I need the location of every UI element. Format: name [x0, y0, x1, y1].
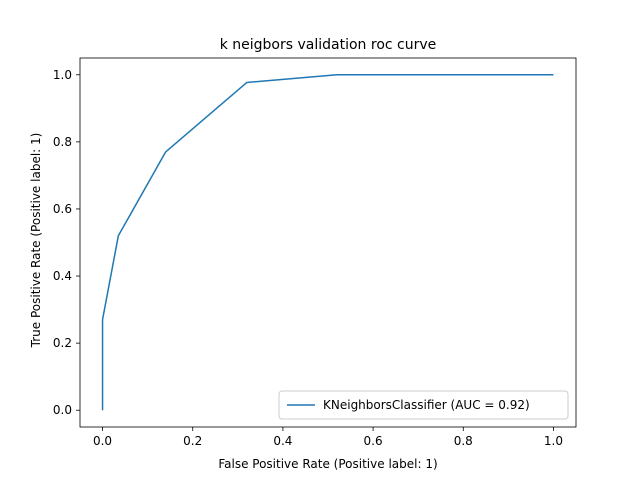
legend: KNeighborsClassifier (AUC = 0.92): [278, 390, 569, 420]
y-tick-label: 1.0: [53, 68, 72, 82]
y-tick-label: 0.8: [53, 135, 72, 149]
axes-frame: [79, 57, 577, 428]
series-line-0: [101, 74, 554, 411]
y-tick-label: 0.2: [53, 336, 72, 350]
y-tick-label: 0.6: [53, 202, 72, 216]
y-tick-label: 0.0: [53, 403, 72, 417]
x-tick-label: 0.8: [454, 434, 473, 448]
y-tick-label: 0.4: [53, 269, 72, 283]
x-tick-label: 0.6: [364, 434, 383, 448]
legend-label: KNeighborsClassifier (AUC = 0.92): [323, 398, 530, 412]
y-axis-label: True Positive Rate (Positive label: 1): [29, 133, 43, 349]
x-tick-label: 1.0: [544, 434, 563, 448]
x-tick-label: 0.4: [273, 434, 292, 448]
plot-area: 0.0 0.2 0.4 0.6 0.8 1.0 0.0 0.2 0.4 0.6 0.8 1.0: [53, 57, 577, 448]
chart-title: k neigbors validation roc curve: [220, 37, 437, 53]
x-tick-label: 0.2: [183, 434, 202, 448]
x-axis-label: False Positive Rate (Positive label: 1): [218, 457, 437, 471]
legend-box: [278, 390, 569, 420]
x-tick-label: 0.0: [93, 434, 112, 448]
